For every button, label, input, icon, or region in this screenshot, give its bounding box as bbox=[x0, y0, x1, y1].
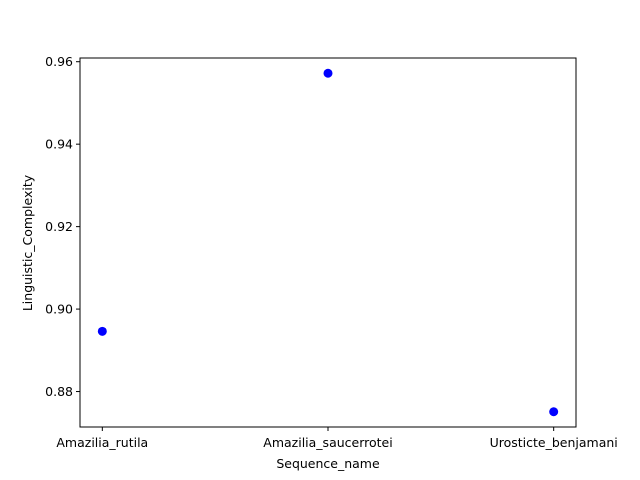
plot-area: 0.88 0.90 0.92 0.94 0.96 Amazilia_rutila Amazi… bbox=[45, 54, 618, 450]
y-tick-label: 0.96 bbox=[45, 54, 73, 69]
x-tick-label: Urosticte_benjamani bbox=[490, 435, 618, 450]
x-tick-label: Amazilia_rutila bbox=[56, 435, 148, 450]
y-tick-label: 0.94 bbox=[45, 137, 73, 152]
y-tick-label: 0.88 bbox=[45, 384, 73, 399]
x-axis-label: Sequence_name bbox=[276, 456, 380, 471]
y-tick-label: 0.90 bbox=[45, 302, 73, 317]
data-point bbox=[549, 407, 559, 417]
data-point bbox=[97, 326, 107, 336]
data-point bbox=[323, 68, 333, 78]
axes-frame bbox=[79, 57, 577, 428]
x-tick-label: Amazilia_saucerrotei bbox=[263, 435, 392, 450]
y-tick-label: 0.92 bbox=[45, 219, 73, 234]
y-axis-label: Linguistic_Complexity bbox=[20, 174, 35, 311]
